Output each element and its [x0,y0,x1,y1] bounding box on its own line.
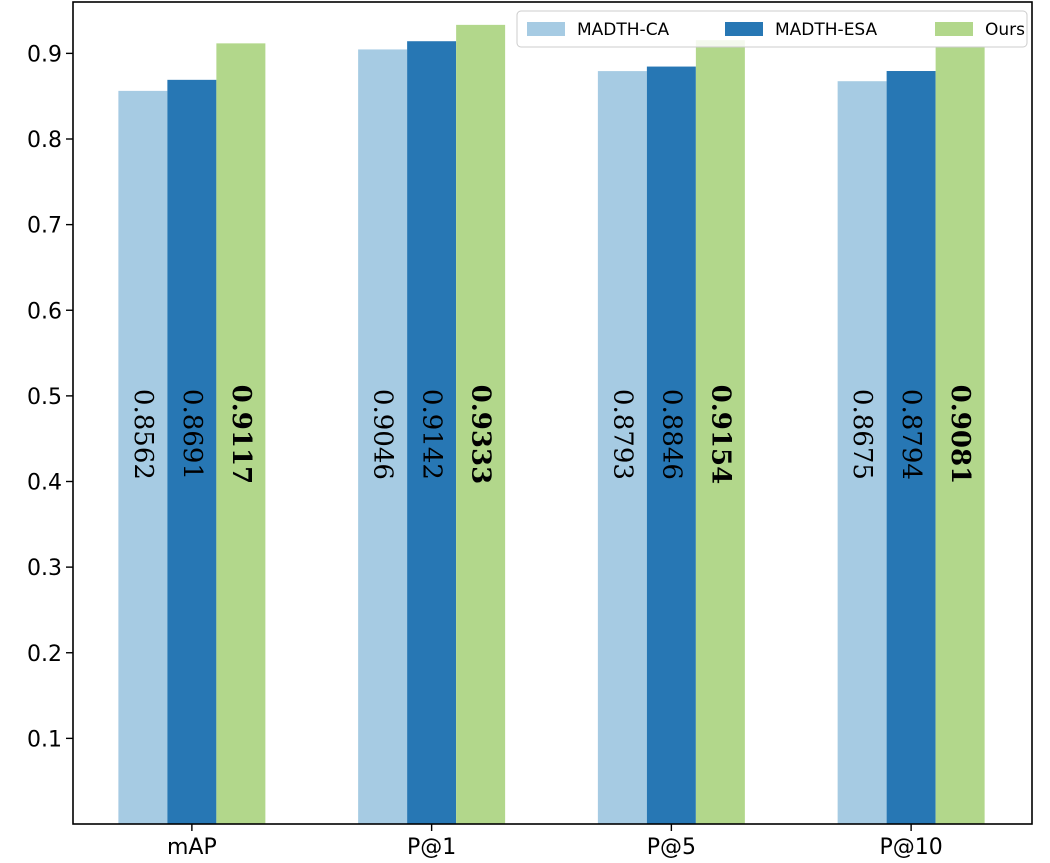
bar-madth-esa-p-1 [407,41,457,825]
value-label: 0.8794 [896,389,926,480]
legend-box [516,10,1028,48]
legend-swatch [935,22,973,36]
x-tick-label: P@5 [647,835,696,860]
bar-madth-ca-map [118,90,168,824]
bar-madth-esa-p-5 [646,66,696,824]
y-tick-label: 0.3 [27,556,62,581]
value-label: 0.9154 [705,385,735,485]
value-label: 0.9081 [945,385,975,485]
y-tick-label: 0.4 [27,471,62,496]
bars-layer [118,24,985,825]
y-tick-label: 0.6 [27,299,62,324]
value-label: 0.9117 [226,385,256,485]
legend-label: Ours [985,20,1025,40]
bar-madth-ca-p-5 [597,71,647,825]
y-axis: 0.1 0.2 0.3 0.4 0.5 0.6 0.7 0.8 0.9 [27,42,73,752]
bar-madth-ca-p-1 [358,49,408,824]
y-tick-label: 0.2 [27,642,62,667]
y-tick-label: 0.9 [27,42,62,67]
bar-ours-p-5 [695,40,745,825]
bar-ours-p-1 [456,24,506,824]
value-labels-layer: 0.8562 0.9046 0.8793 0.8675 0.8691 0.9142 0.88… [128,385,975,485]
x-tick-label: P@1 [407,835,456,860]
plot-frame [72,1,1033,825]
y-tick-label: 0.5 [27,385,62,410]
legend-label: MADTH-ESA [775,20,878,40]
y-tick-label: 0.7 [27,214,62,239]
bar-madth-ca-p-10 [837,81,887,824]
x-tick-label: mAP [167,835,217,860]
value-label: 0.8562 [128,389,158,480]
value-label: 0.8675 [847,389,877,480]
legend: MADTH-CA MADTH-ESA Ours [516,10,1028,48]
value-label: 0.8793 [607,389,637,480]
y-tick-label: 0.8 [27,128,62,153]
bar-madth-esa-map [167,79,217,824]
x-tick-label: P@10 [879,835,942,860]
y-tick-label: 0.1 [27,727,62,752]
legend-swatch [527,22,565,36]
bar-ours-map [216,43,266,825]
x-axis: mAP P@1 P@5 P@10 [167,824,943,860]
value-label: 0.8846 [656,389,686,480]
legend-swatch [725,22,763,36]
bar-madth-esa-p-10 [886,71,936,825]
value-label: 0.9142 [417,389,447,480]
bar-ours-p-10 [935,46,985,824]
value-label: 0.9046 [368,389,398,480]
legend-label: MADTH-CA [577,20,670,40]
value-label: 0.8691 [177,389,207,480]
value-label: 0.9333 [466,385,496,485]
